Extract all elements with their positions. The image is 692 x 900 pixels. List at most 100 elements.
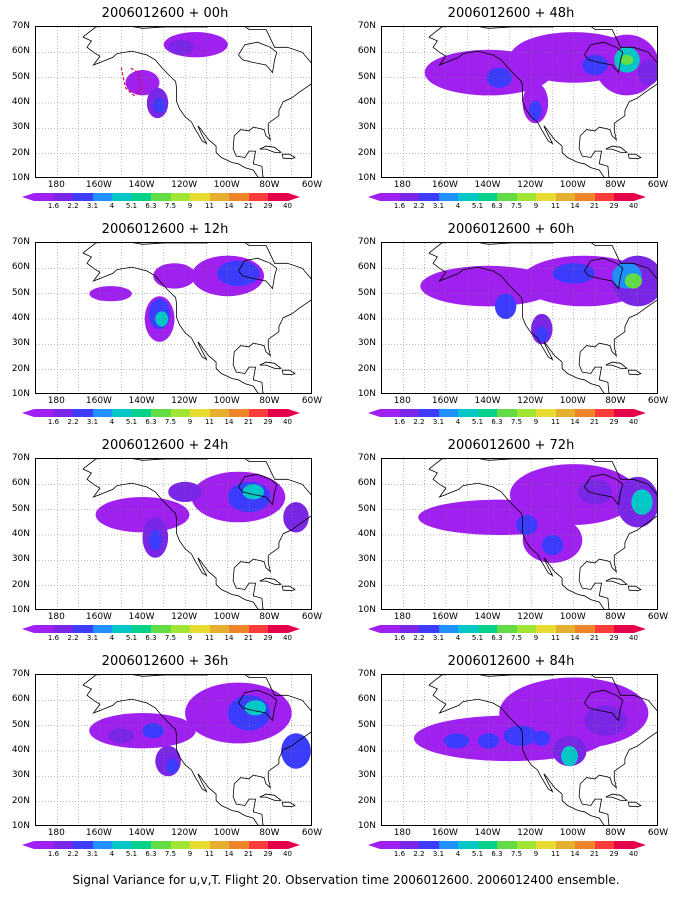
colorbar-swatch — [536, 409, 556, 417]
coastline — [428, 675, 657, 825]
lat-tick-label: 60N — [357, 262, 376, 273]
colorbar-label: 7.5 — [510, 418, 523, 426]
island-hispaniola — [627, 369, 642, 376]
coastline-greenland — [285, 675, 312, 700]
map-panel: 2006012600 + 00h 70N 60N 50N 40N 30N 20N 10N 180… — [0, 6, 330, 222]
map-area — [381, 26, 658, 178]
lon-tick-label: 80W — [605, 612, 626, 622]
variance-contour — [443, 733, 470, 749]
colorbar-swatch — [458, 409, 478, 417]
lat-tick-label: 60N — [11, 694, 30, 705]
lon-tick-label: 60W — [647, 180, 669, 190]
colorbar-label: 4 — [455, 850, 461, 858]
variance-contour — [477, 733, 500, 749]
colorbar-label: 6.3 — [491, 850, 503, 858]
map-panel: 2006012600 + 12h 70N 60N 50N 40N 30N 20N 10N 180… — [0, 222, 330, 438]
colorbar — [368, 841, 646, 849]
colorbar-left-arrow — [22, 193, 34, 201]
island-cuba — [259, 577, 283, 585]
colorbar-swatch — [419, 409, 439, 417]
colorbar-swatch — [458, 841, 478, 849]
lon-tick-label: 180 — [393, 612, 411, 622]
map-area — [381, 242, 658, 394]
lon-tick-label: 100W — [559, 180, 586, 190]
variance-contour — [533, 730, 551, 746]
lon-tick-label: 120W — [517, 612, 544, 622]
colorbar-swatch — [112, 409, 132, 417]
colorbar-label: 9 — [187, 850, 193, 858]
map-svg — [382, 243, 657, 393]
colorbar-label: 6.3 — [491, 202, 503, 210]
colorbar-label: 14 — [224, 418, 234, 426]
coastline-hudson-bay — [584, 473, 624, 506]
colorbar-label: 29 — [263, 634, 273, 642]
lat-tick-label: 70N — [11, 453, 30, 463]
colorbar-left-arrow — [368, 625, 380, 633]
lat-tick-label: 10N — [11, 821, 30, 831]
map-area — [35, 458, 312, 610]
lat-tick-label: 70N — [11, 669, 30, 679]
colorbar-label: 29 — [263, 418, 273, 426]
colorbar-label: 7.5 — [510, 634, 523, 642]
lon-tick-label: 100W — [559, 396, 586, 406]
colorbar-swatch — [497, 841, 517, 849]
colorbar-label: 5.1 — [471, 418, 484, 426]
island-cuba — [259, 361, 283, 369]
coastline-hudson-bay — [238, 257, 278, 290]
map-panel: 2006012600 + 36h 70N 60N 50N 40N 30N 20N 10N 180… — [0, 654, 330, 870]
colorbar-swatch — [419, 193, 439, 201]
colorbar-swatch — [516, 625, 536, 633]
colorbar-swatch — [380, 409, 400, 417]
colorbar-label: 40 — [283, 850, 292, 858]
colorbar-label: 1.6 — [393, 202, 406, 210]
colorbar-label: 7.5 — [510, 202, 523, 210]
colorbar-swatch — [209, 409, 229, 417]
lat-tick-label: 50N — [357, 287, 376, 298]
colorbar-label: 5.1 — [125, 202, 138, 210]
colorbar-label: 9 — [533, 202, 539, 210]
colorbar-label: 29 — [609, 850, 619, 858]
lat-tick-label: 30N — [11, 770, 30, 781]
colorbar-swatch — [268, 409, 288, 417]
island-cuba — [605, 145, 629, 153]
colorbar-label: 11 — [205, 202, 214, 210]
colorbar-swatch — [614, 409, 634, 417]
colorbar-label: 7.5 — [164, 418, 177, 426]
colorbar-swatch — [248, 193, 268, 201]
colorbar-swatch — [516, 409, 536, 417]
colorbar-swatch — [248, 409, 268, 417]
colorbar-label: 7.5 — [164, 634, 177, 642]
variance-contour — [561, 746, 578, 767]
lon-tick-label: 120W — [517, 396, 544, 406]
lon-tick-label: 180 — [393, 180, 411, 190]
lat-tick-label: 30N — [357, 770, 376, 781]
colorbar-label: 7.5 — [510, 850, 523, 858]
colorbar-swatch — [34, 625, 54, 633]
colorbar-left-arrow — [22, 409, 34, 417]
colorbar-label: 7.5 — [164, 850, 177, 858]
colorbar-label: 6.3 — [145, 202, 157, 210]
colorbar-label: 9 — [187, 634, 193, 642]
colorbar-swatch — [575, 625, 595, 633]
colorbar-label: 21 — [590, 850, 599, 858]
colorbar-swatch — [575, 193, 595, 201]
colorbar-swatch — [92, 841, 112, 849]
lon-tick-label: 140W — [474, 396, 501, 406]
coastline — [82, 27, 311, 177]
colorbar-swatch — [34, 409, 54, 417]
lat-tick-label: 60N — [357, 46, 376, 57]
lon-tick-label: 60W — [301, 612, 323, 622]
lon-tick-label: 140W — [128, 828, 155, 838]
colorbar-label: 3.1 — [86, 634, 99, 642]
lat-tick-label: 50N — [357, 719, 376, 730]
lat-tick-label: 40N — [11, 313, 30, 323]
variance-contour — [541, 535, 564, 556]
colorbar-swatch — [399, 625, 419, 633]
map-svg — [36, 27, 311, 177]
colorbar-label: 6.3 — [491, 634, 503, 642]
variance-contour — [637, 59, 657, 86]
lon-tick-label: 120W — [517, 828, 544, 838]
map-panel: 2006012600 + 72h 70N 60N 50N 40N 30N 20N 10N 180… — [346, 438, 676, 654]
colorbar-label: 5.1 — [125, 850, 138, 858]
colorbar-label: 9 — [533, 418, 539, 426]
